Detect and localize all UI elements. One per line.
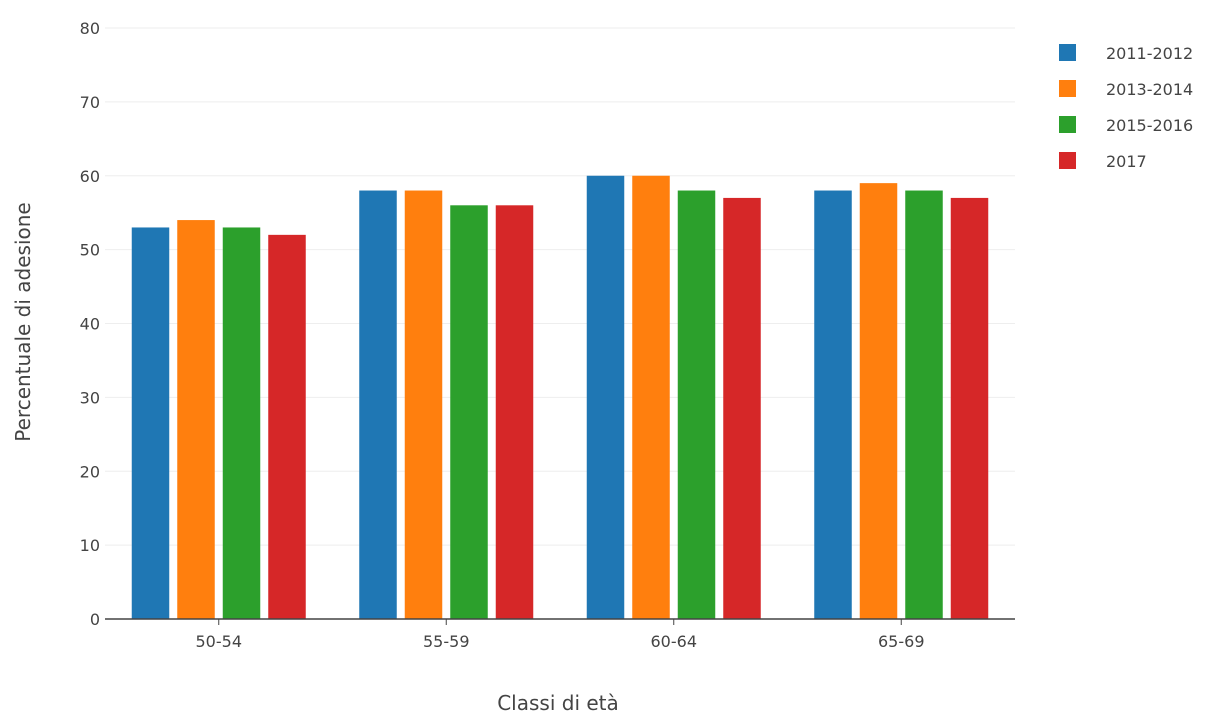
y-tick-label: 50 (80, 241, 100, 260)
legend-label[interactable]: 2011-2012 (1106, 44, 1193, 63)
bar-2015-2016-50-54[interactable] (222, 227, 261, 619)
legend-label[interactable]: 2013-2014 (1106, 80, 1193, 99)
bar-2017-65-69[interactable] (950, 197, 989, 619)
y-tick-label: 70 (80, 93, 100, 112)
bar-2017-50-54[interactable] (268, 234, 306, 619)
y-axis-title: Percentuale di adesione (11, 202, 35, 441)
legend-swatch[interactable] (1059, 116, 1076, 133)
y-tick-labels: 0 10 20 30 40 50 60 70 80 (80, 19, 100, 629)
y-tick-label: 60 (80, 167, 100, 186)
bar-2017-60-64[interactable] (723, 197, 761, 619)
bar-2011-2012-50-54[interactable] (131, 227, 170, 619)
legend-swatch[interactable] (1059, 152, 1076, 169)
bars (131, 175, 989, 620)
y-tick-label: 10 (80, 536, 100, 555)
bar-2017-55-59[interactable] (495, 205, 534, 620)
bar-2015-2016-65-69[interactable] (905, 190, 943, 619)
bar-2013-2014-55-59[interactable] (404, 190, 443, 619)
legend-swatch[interactable] (1059, 44, 1076, 61)
bar-2013-2014-65-69[interactable] (859, 183, 898, 619)
legend[interactable]: 2011-2012 2013-2014 2015-2016 2017 (1059, 44, 1193, 171)
bar-2011-2012-55-59[interactable] (359, 190, 397, 619)
axes (105, 618, 1015, 625)
x-tick-label: 65-69 (878, 632, 925, 651)
x-tick-label: 60-64 (651, 632, 698, 651)
legend-label[interactable]: 2015-2016 (1106, 116, 1193, 135)
bar-2011-2012-60-64[interactable] (586, 175, 625, 619)
bar-2013-2014-60-64[interactable] (632, 175, 670, 619)
bar-2013-2014-50-54[interactable] (177, 220, 215, 619)
x-tick-labels: 50-54 55-59 60-64 65-69 (196, 632, 925, 651)
x-axis-title: Classi di età (497, 691, 619, 715)
bar-2015-2016-60-64[interactable] (677, 190, 716, 619)
legend-swatch[interactable] (1059, 80, 1076, 97)
y-tick-label: 80 (80, 19, 100, 38)
y-tick-label: 20 (80, 462, 100, 481)
bar-2015-2016-55-59[interactable] (450, 205, 488, 620)
bar-2011-2012-65-69[interactable] (814, 190, 852, 619)
x-tick-label: 55-59 (423, 632, 470, 651)
y-tick-label: 0 (90, 610, 100, 629)
legend-label[interactable]: 2017 (1106, 152, 1147, 171)
x-tick-label: 50-54 (196, 632, 243, 651)
y-tick-label: 30 (80, 388, 100, 407)
y-tick-label: 40 (80, 315, 100, 334)
